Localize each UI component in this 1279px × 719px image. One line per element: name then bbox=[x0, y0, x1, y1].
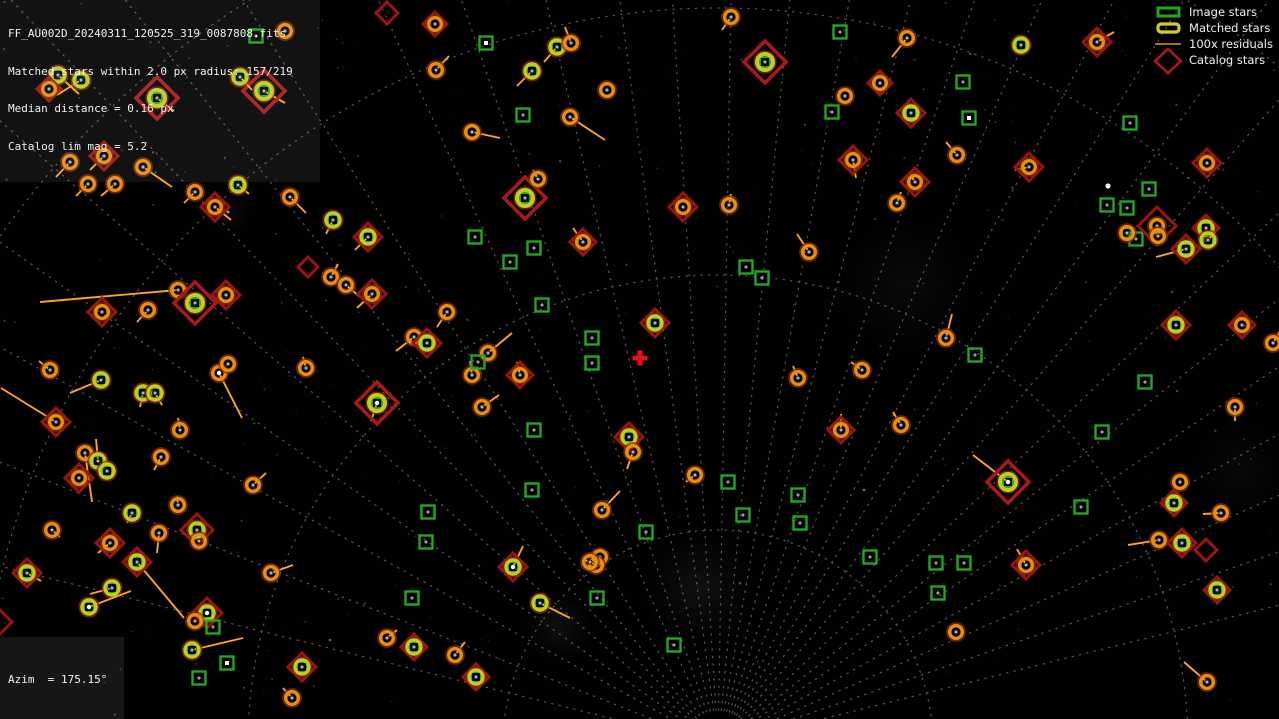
legend-item-matched-stars: Matched stars bbox=[1153, 20, 1273, 36]
catalog-limit-mag: Catalog lim mag = 5.2 bbox=[8, 139, 148, 153]
legend-item-image-stars: Image stars bbox=[1153, 4, 1273, 20]
legend-item-catalog-stars: Catalog stars bbox=[1153, 47, 1273, 75]
legend-label: Catalog stars bbox=[1189, 53, 1266, 67]
legend-item-residuals: 100x residuals bbox=[1153, 36, 1273, 52]
azim-value: Azim = 175.15° bbox=[8, 673, 108, 686]
legend-label: 100x residuals bbox=[1189, 37, 1273, 51]
center-cross-marker bbox=[632, 350, 648, 366]
green-square-icon bbox=[1156, 6, 1181, 18]
orange-line-icon bbox=[1155, 43, 1182, 45]
fits-filename: FF_AU002D_20240311_120525_319_0087808.fi… bbox=[8, 27, 287, 40]
legend-label: Image stars bbox=[1189, 5, 1257, 19]
legend: Image stars Matched stars 100x residuals… bbox=[1153, 4, 1273, 75]
header-stats-block: FF_AU002D_20240311_120525_319_0087808.fi… bbox=[0, 0, 320, 182]
yellow-ring-icon bbox=[1156, 22, 1181, 34]
median-distance: Median distance = 0.16 px bbox=[8, 102, 174, 115]
pointing-info-box: Azim = 175.15° Alt = 50.07° Rot h = 1.49… bbox=[0, 637, 124, 719]
legend-label: Matched stars bbox=[1189, 21, 1271, 35]
red-diamond-icon bbox=[1153, 47, 1183, 75]
matched-stars-count: Matched stars within 2.0 px radius: 157/… bbox=[8, 64, 293, 78]
